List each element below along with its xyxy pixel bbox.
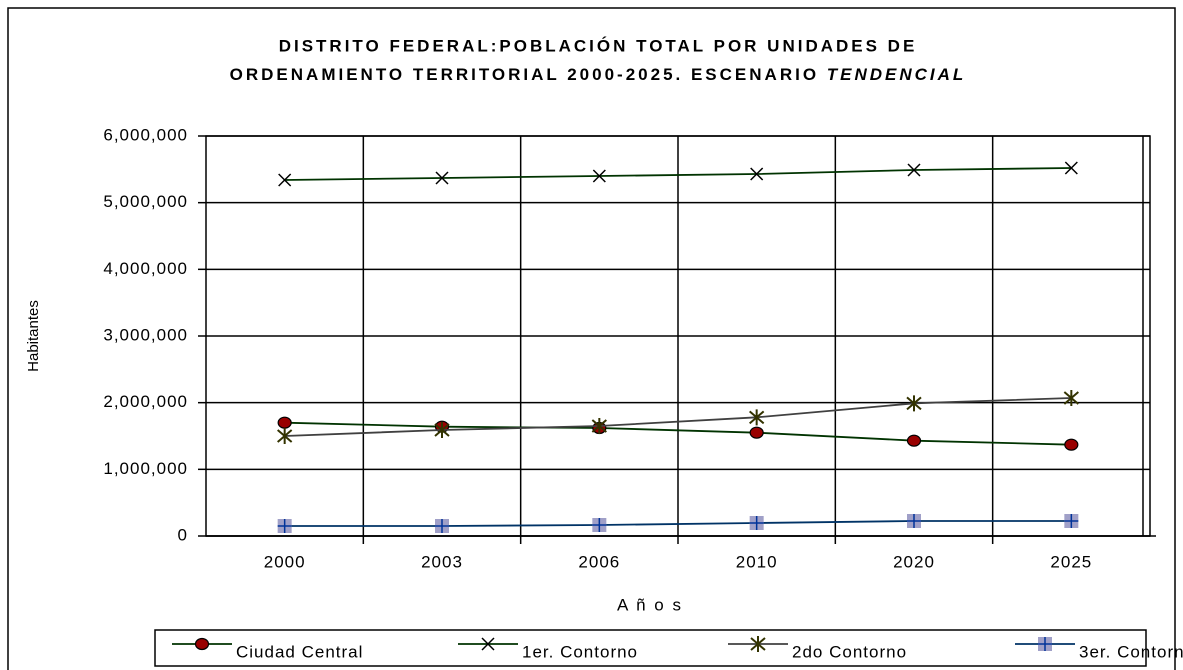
title-part: ORDENAMIENTO TERRITORIAL 2000-2025. ESCE… <box>230 65 827 84</box>
marker <box>481 637 495 651</box>
marker-circle <box>277 416 292 429</box>
marker <box>906 434 922 447</box>
x-tick-label: 2000 <box>264 552 306 571</box>
marker-x <box>592 169 606 183</box>
marker-asterisk <box>591 418 607 434</box>
marker <box>278 173 292 187</box>
marker <box>277 519 292 533</box>
marker-circle <box>906 434 922 447</box>
marker <box>750 636 766 652</box>
y-tick-label: 6,000,000 <box>103 125 188 144</box>
marker-cross <box>277 519 292 533</box>
marker <box>277 416 292 429</box>
chart-frame <box>7 7 1176 670</box>
y-tick-label: 0 <box>178 525 188 544</box>
marker-cross <box>749 516 764 530</box>
marker <box>194 637 210 651</box>
marker <box>749 516 764 530</box>
marker <box>906 395 922 412</box>
y-tick-label: 2,000,000 <box>103 392 188 411</box>
marker-x <box>907 163 921 177</box>
marker <box>1064 161 1078 175</box>
marker-x <box>481 637 495 651</box>
marker-x <box>435 171 449 185</box>
marker <box>592 518 607 532</box>
y-tick-label: 4,000,000 <box>103 259 188 278</box>
marker <box>1063 390 1079 406</box>
marker-circle <box>1064 438 1079 451</box>
series-line <box>284 421 1072 446</box>
legend-label: 2do Contorno <box>792 642 907 661</box>
marker-asterisk <box>1063 390 1079 406</box>
x-tick-label: 2020 <box>893 552 935 571</box>
x-tick-label: 2025 <box>1050 552 1092 571</box>
marker-circle <box>749 426 764 439</box>
marker-cross <box>435 519 449 533</box>
marker <box>749 426 764 439</box>
legend-label: 3er. Contorno <box>1079 642 1183 661</box>
y-tick-label: 3,000,000 <box>103 325 188 344</box>
marker <box>907 514 921 528</box>
marker-cross <box>592 518 607 532</box>
legend-label: 1er. Contorno <box>522 642 638 661</box>
marker-asterisk <box>434 422 450 438</box>
marker <box>591 418 607 434</box>
marker-asterisk <box>750 636 766 652</box>
legend-label: Ciudad Central <box>236 642 363 661</box>
marker <box>1064 514 1079 528</box>
marker-asterisk <box>749 409 765 426</box>
marker <box>1038 637 1052 651</box>
marker-asterisk <box>277 428 293 444</box>
x-axis-label: A ñ o s <box>617 595 683 614</box>
marker <box>435 171 449 185</box>
marker <box>750 167 764 181</box>
marker-x <box>278 173 292 187</box>
y-axis-label: Habitantes <box>25 300 42 372</box>
marker-asterisk <box>906 395 922 412</box>
marker-cross <box>1064 514 1079 528</box>
marker-x <box>1064 161 1078 175</box>
marker <box>434 422 450 438</box>
x-tick-label: 2003 <box>421 552 463 571</box>
marker <box>277 428 293 444</box>
marker <box>1064 438 1079 451</box>
marker <box>435 519 449 533</box>
title-part: TENDENCIAL <box>827 65 967 84</box>
marker <box>749 409 765 426</box>
series-line <box>284 520 1072 527</box>
y-tick-label: 5,000,000 <box>103 192 188 211</box>
marker-cross <box>1038 637 1052 651</box>
y-tick-label: 1,000,000 <box>103 459 188 478</box>
series-line <box>284 167 1072 181</box>
marker <box>907 163 921 177</box>
marker <box>592 169 606 183</box>
legend-box <box>154 629 1147 667</box>
chart-title: DISTRITO FEDERAL:POBLACIÓN TOTAL POR UNI… <box>279 36 918 55</box>
marker-x <box>750 167 764 181</box>
x-tick-label: 2010 <box>736 552 778 571</box>
marker-cross <box>907 514 921 528</box>
x-tick-label: 2006 <box>578 552 620 571</box>
chart-title: ORDENAMIENTO TERRITORIAL 2000-2025. ESCE… <box>230 65 967 84</box>
series-line <box>284 397 1072 437</box>
marker-circle <box>194 637 210 651</box>
